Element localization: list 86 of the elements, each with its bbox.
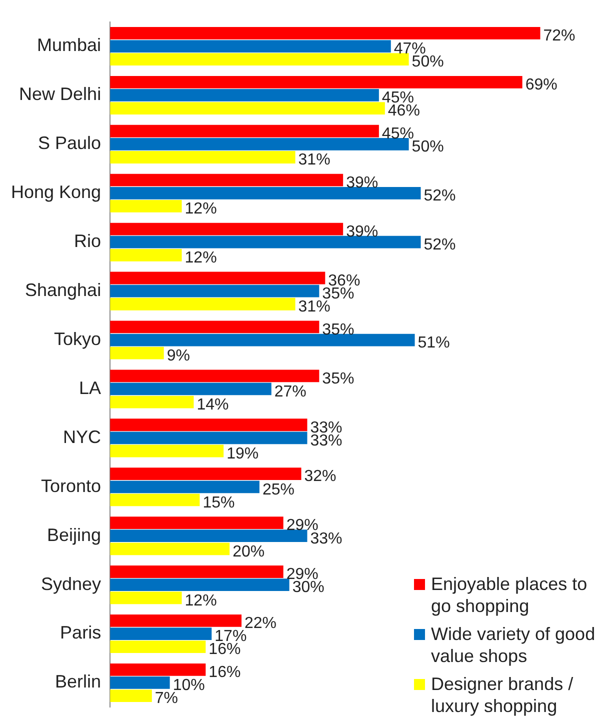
data-label: 9%: [166, 347, 190, 364]
data-label: 31%: [298, 298, 330, 316]
bar: [110, 628, 212, 640]
bar: [110, 614, 242, 627]
bar: [110, 382, 272, 396]
data-label: 31%: [298, 152, 330, 169]
legend-label: Enjoyable places to go shopping: [431, 573, 588, 617]
y-tick-label: S Paulo: [38, 133, 102, 154]
bar: [110, 468, 302, 480]
bar: [110, 396, 194, 408]
data-label: 19%: [226, 445, 259, 462]
data-label: 33%: [310, 432, 342, 450]
bar: [110, 102, 385, 114]
bar: [110, 138, 409, 150]
bar: [110, 236, 421, 248]
bar: [110, 370, 320, 382]
y-tick-label: Toronto: [41, 476, 102, 496]
data-label: 69%: [525, 76, 558, 94]
bar: [110, 174, 344, 186]
bar: [110, 480, 260, 494]
data-label: 51%: [418, 334, 450, 352]
legend-label: Wide variety of good value shops: [431, 623, 596, 667]
bar: [110, 222, 344, 236]
bar: [110, 676, 170, 689]
y-tick-label: Hong Kong: [10, 182, 102, 202]
bar: [110, 516, 284, 529]
y-tick-label: Paris: [60, 622, 102, 643]
bar: [110, 151, 296, 164]
data-label: 22%: [244, 615, 277, 632]
bar: [110, 320, 320, 334]
bar: [110, 89, 379, 102]
bar: [110, 248, 182, 262]
bar: [110, 663, 206, 676]
data-label: 16%: [208, 664, 241, 682]
bar: [110, 186, 421, 200]
bar: [110, 432, 308, 444]
bar: [110, 53, 409, 66]
bar: [110, 334, 415, 346]
bar: [110, 346, 164, 360]
data-label: 46%: [388, 102, 420, 120]
y-tick-label: Berlin: [55, 672, 102, 692]
bar: [110, 530, 308, 542]
y-tick-label: Tokyo: [54, 328, 102, 349]
y-tick-label: NYC: [63, 426, 102, 447]
data-label: 32%: [304, 468, 336, 486]
bar: [110, 200, 182, 212]
bar: [110, 40, 391, 52]
bar: [110, 76, 522, 88]
bar: [110, 284, 320, 298]
y-tick-label: Shanghai: [24, 280, 102, 300]
bar: [110, 444, 224, 458]
data-label: 50%: [412, 138, 444, 156]
data-label: 12%: [184, 250, 217, 267]
y-tick-label: Beijing: [47, 524, 102, 545]
bar: [110, 494, 200, 506]
data-label: 35%: [322, 370, 354, 388]
data-label: 15%: [202, 494, 235, 512]
bar: [110, 640, 206, 654]
bar: [110, 27, 540, 40]
data-label: 25%: [262, 481, 294, 498]
data-label: 20%: [232, 543, 265, 560]
data-label: 33%: [310, 530, 342, 548]
y-tick-label: Rio: [74, 231, 102, 252]
bar: [110, 124, 379, 138]
bar: [110, 298, 296, 310]
data-label: 14%: [196, 396, 229, 414]
data-label: 16%: [208, 641, 241, 658]
bar: [110, 592, 182, 604]
bar: [110, 566, 284, 578]
data-label: 12%: [184, 592, 217, 610]
data-label: 12%: [184, 200, 217, 218]
bar: [110, 578, 290, 592]
bar: [110, 542, 230, 556]
bar: [110, 272, 326, 284]
bar: [110, 418, 308, 432]
y-tick-label: New Delhi: [19, 84, 102, 104]
y-tick-label: LA: [79, 378, 102, 398]
data-label: 7%: [154, 690, 178, 708]
legend-label: Designer brands / luxury shopping: [431, 673, 574, 717]
data-label: 52%: [424, 188, 456, 205]
data-label: 27%: [274, 383, 306, 400]
bar: [110, 690, 152, 702]
data-label: 52%: [424, 236, 456, 254]
y-tick-label: Sydney: [41, 574, 102, 594]
data-label: 72%: [543, 28, 576, 45]
y-tick-label: Mumbai: [37, 35, 102, 56]
